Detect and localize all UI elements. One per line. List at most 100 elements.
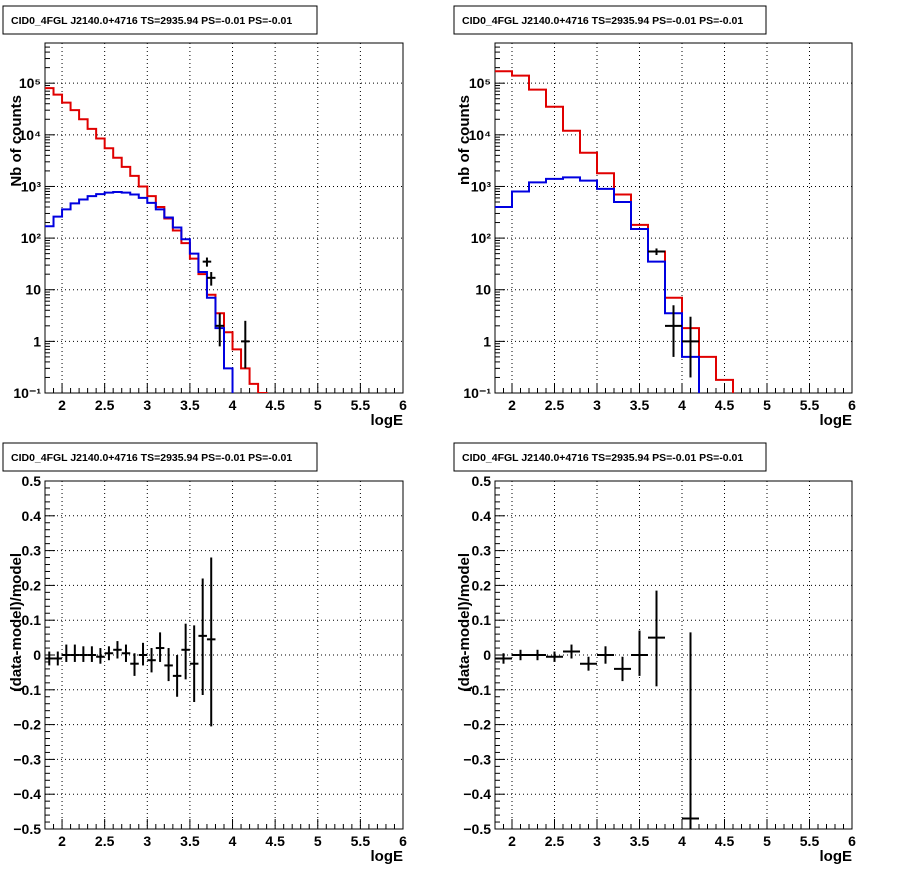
x-tick-label: 3 — [593, 833, 601, 849]
y-tick-label: −0.3 — [463, 751, 491, 767]
y-tick-label: 10⁻¹ — [463, 385, 491, 401]
y-axis-label: nb of counts — [456, 95, 473, 185]
y-tick-label: 0.2 — [22, 577, 42, 593]
y-tick-label: 10⁴ — [19, 127, 42, 143]
plot-area — [45, 87, 268, 393]
x-tick-label: 6 — [848, 833, 856, 849]
y-tick-label: 0.4 — [22, 508, 42, 524]
x-tick-label: 2.5 — [545, 397, 565, 413]
x-tick-label: 2.5 — [95, 397, 115, 413]
x-tick-label: 4.5 — [715, 833, 735, 849]
chart-title: CID0_4FGL J2140.0+4716 TS=2935.94 PS=-0.… — [11, 15, 292, 27]
y-tick-label: 10 — [475, 282, 491, 298]
y-tick-label: 1 — [33, 333, 41, 349]
y-tick-label: 10³ — [471, 178, 492, 194]
y-tick-label: 0 — [33, 647, 41, 663]
y-tick-label: 10⁵ — [469, 75, 491, 91]
y-tick-label: 10² — [21, 230, 42, 246]
series-source-line — [495, 176, 700, 393]
chart-panel-4: 2 2.5 3 3.5 4 4.5 5 5.5 6 −0.5 −0.4 −0.3 −0.2 −0.1 0 0.… — [453, 442, 856, 865]
x-axis-label: logE — [820, 412, 853, 429]
y-tick-label: 0 — [483, 647, 491, 663]
x-tick-label: 3 — [593, 397, 601, 413]
chart-panel-3: 2 2.5 3 3.5 4 4.5 5 5.5 6 −0.5 −0.4 −0.3 −0.2 −0.1 0 0.… — [2, 442, 407, 865]
y-axis-label: (data-model)/model — [8, 553, 25, 691]
y-tick-label: −0.4 — [463, 786, 491, 802]
y-tick-label: −0.2 — [463, 717, 491, 733]
x-tick-label: 6 — [399, 397, 407, 413]
title-box — [2, 442, 318, 472]
chart-panel-2: 2 2.5 3 3.5 4 4.5 5 5.5 6 10⁻¹ 1 10 10² 10³ 10⁴ 10⁵ logE… — [453, 5, 856, 429]
y-tick-label: 10³ — [21, 178, 42, 194]
x-tick-label: 3 — [143, 833, 151, 849]
x-tick-label: 5.5 — [351, 397, 371, 413]
x-tick-label: 5 — [763, 833, 771, 849]
y-tick-label: 10⁻¹ — [13, 385, 41, 401]
y-tick-label: 0.5 — [472, 473, 492, 489]
plot-frame — [494, 480, 853, 830]
chart-panel-1: 2 2.5 3 3.5 4 4.5 5 5.5 6 10⁻¹ 1 10 10² 10³ 10⁴ 10⁵ logE… — [2, 5, 407, 429]
y-tick-label: 10 — [25, 282, 41, 298]
x-tick-label: 2 — [58, 833, 66, 849]
y-tick-label: −0.3 — [13, 751, 41, 767]
x-tick-label: 3.5 — [630, 833, 650, 849]
y-tick-label: −0.5 — [13, 821, 41, 837]
title-box — [2, 5, 318, 35]
plot-area — [495, 70, 734, 393]
chart-title: CID0_4FGL J2140.0+4716 TS=2935.94 PS=-0.… — [462, 452, 743, 464]
y-tick-label: −0.1 — [13, 682, 41, 698]
y-tick-label: −0.5 — [463, 821, 491, 837]
x-axis-label: logE — [371, 848, 404, 865]
x-tick-label: 5.5 — [800, 397, 820, 413]
series-model-line — [495, 70, 734, 393]
x-tick-label: 5 — [314, 397, 322, 413]
y-tick-label: 0.3 — [22, 543, 42, 559]
x-axis-label: logE — [820, 848, 853, 865]
x-tick-label: 3 — [143, 397, 151, 413]
x-tick-label: 4 — [678, 397, 686, 413]
chart-title: CID0_4FGL J2140.0+4716 TS=2935.94 PS=-0.… — [11, 452, 292, 464]
x-tick-label: 3.5 — [180, 397, 200, 413]
x-tick-label: 2 — [508, 833, 516, 849]
y-tick-label: 1 — [483, 333, 491, 349]
x-tick-label: 3.5 — [630, 397, 650, 413]
x-tick-label: 5 — [763, 397, 771, 413]
y-tick-label: 0.1 — [472, 612, 492, 628]
chart-title: CID0_4FGL J2140.0+4716 TS=2935.94 PS=-0.… — [462, 15, 743, 27]
x-tick-label: 2.5 — [95, 833, 115, 849]
x-tick-label: 2.5 — [545, 833, 565, 849]
y-tick-label: 10⁵ — [19, 75, 41, 91]
x-tick-label: 4 — [229, 397, 237, 413]
title-box — [453, 442, 767, 472]
y-axis-label: (data-model)/model — [456, 553, 473, 691]
x-tick-label: 4.5 — [265, 397, 285, 413]
title-box — [453, 5, 767, 35]
y-tick-label: −0.1 — [463, 682, 491, 698]
y-axis-label: Nb of counts — [8, 95, 25, 187]
x-tick-label: 4 — [678, 833, 686, 849]
x-tick-label: 2 — [508, 397, 516, 413]
x-tick-label: 6 — [399, 833, 407, 849]
x-tick-label: 5 — [314, 833, 322, 849]
y-tick-label: 10² — [471, 230, 492, 246]
y-tick-label: 0.5 — [22, 473, 42, 489]
y-tick-label: 0.3 — [472, 543, 492, 559]
x-tick-label: 5.5 — [800, 833, 820, 849]
x-tick-label: 4.5 — [265, 833, 285, 849]
x-tick-label: 3.5 — [180, 833, 200, 849]
y-tick-label: 0.4 — [472, 508, 492, 524]
x-tick-label: 4.5 — [715, 397, 735, 413]
y-tick-label: −0.2 — [13, 717, 41, 733]
x-tick-label: 4 — [229, 833, 237, 849]
plot-area — [45, 557, 216, 727]
y-tick-label: 0.1 — [22, 612, 42, 628]
plot-area — [495, 590, 699, 829]
x-tick-label: 6 — [848, 397, 856, 413]
y-tick-label: 10⁴ — [469, 127, 492, 143]
series-model-line — [45, 87, 268, 393]
y-tick-label: −0.4 — [13, 786, 41, 802]
x-axis-label: logE — [371, 412, 404, 429]
x-tick-label: 5.5 — [351, 833, 371, 849]
x-tick-label: 2 — [58, 397, 66, 413]
